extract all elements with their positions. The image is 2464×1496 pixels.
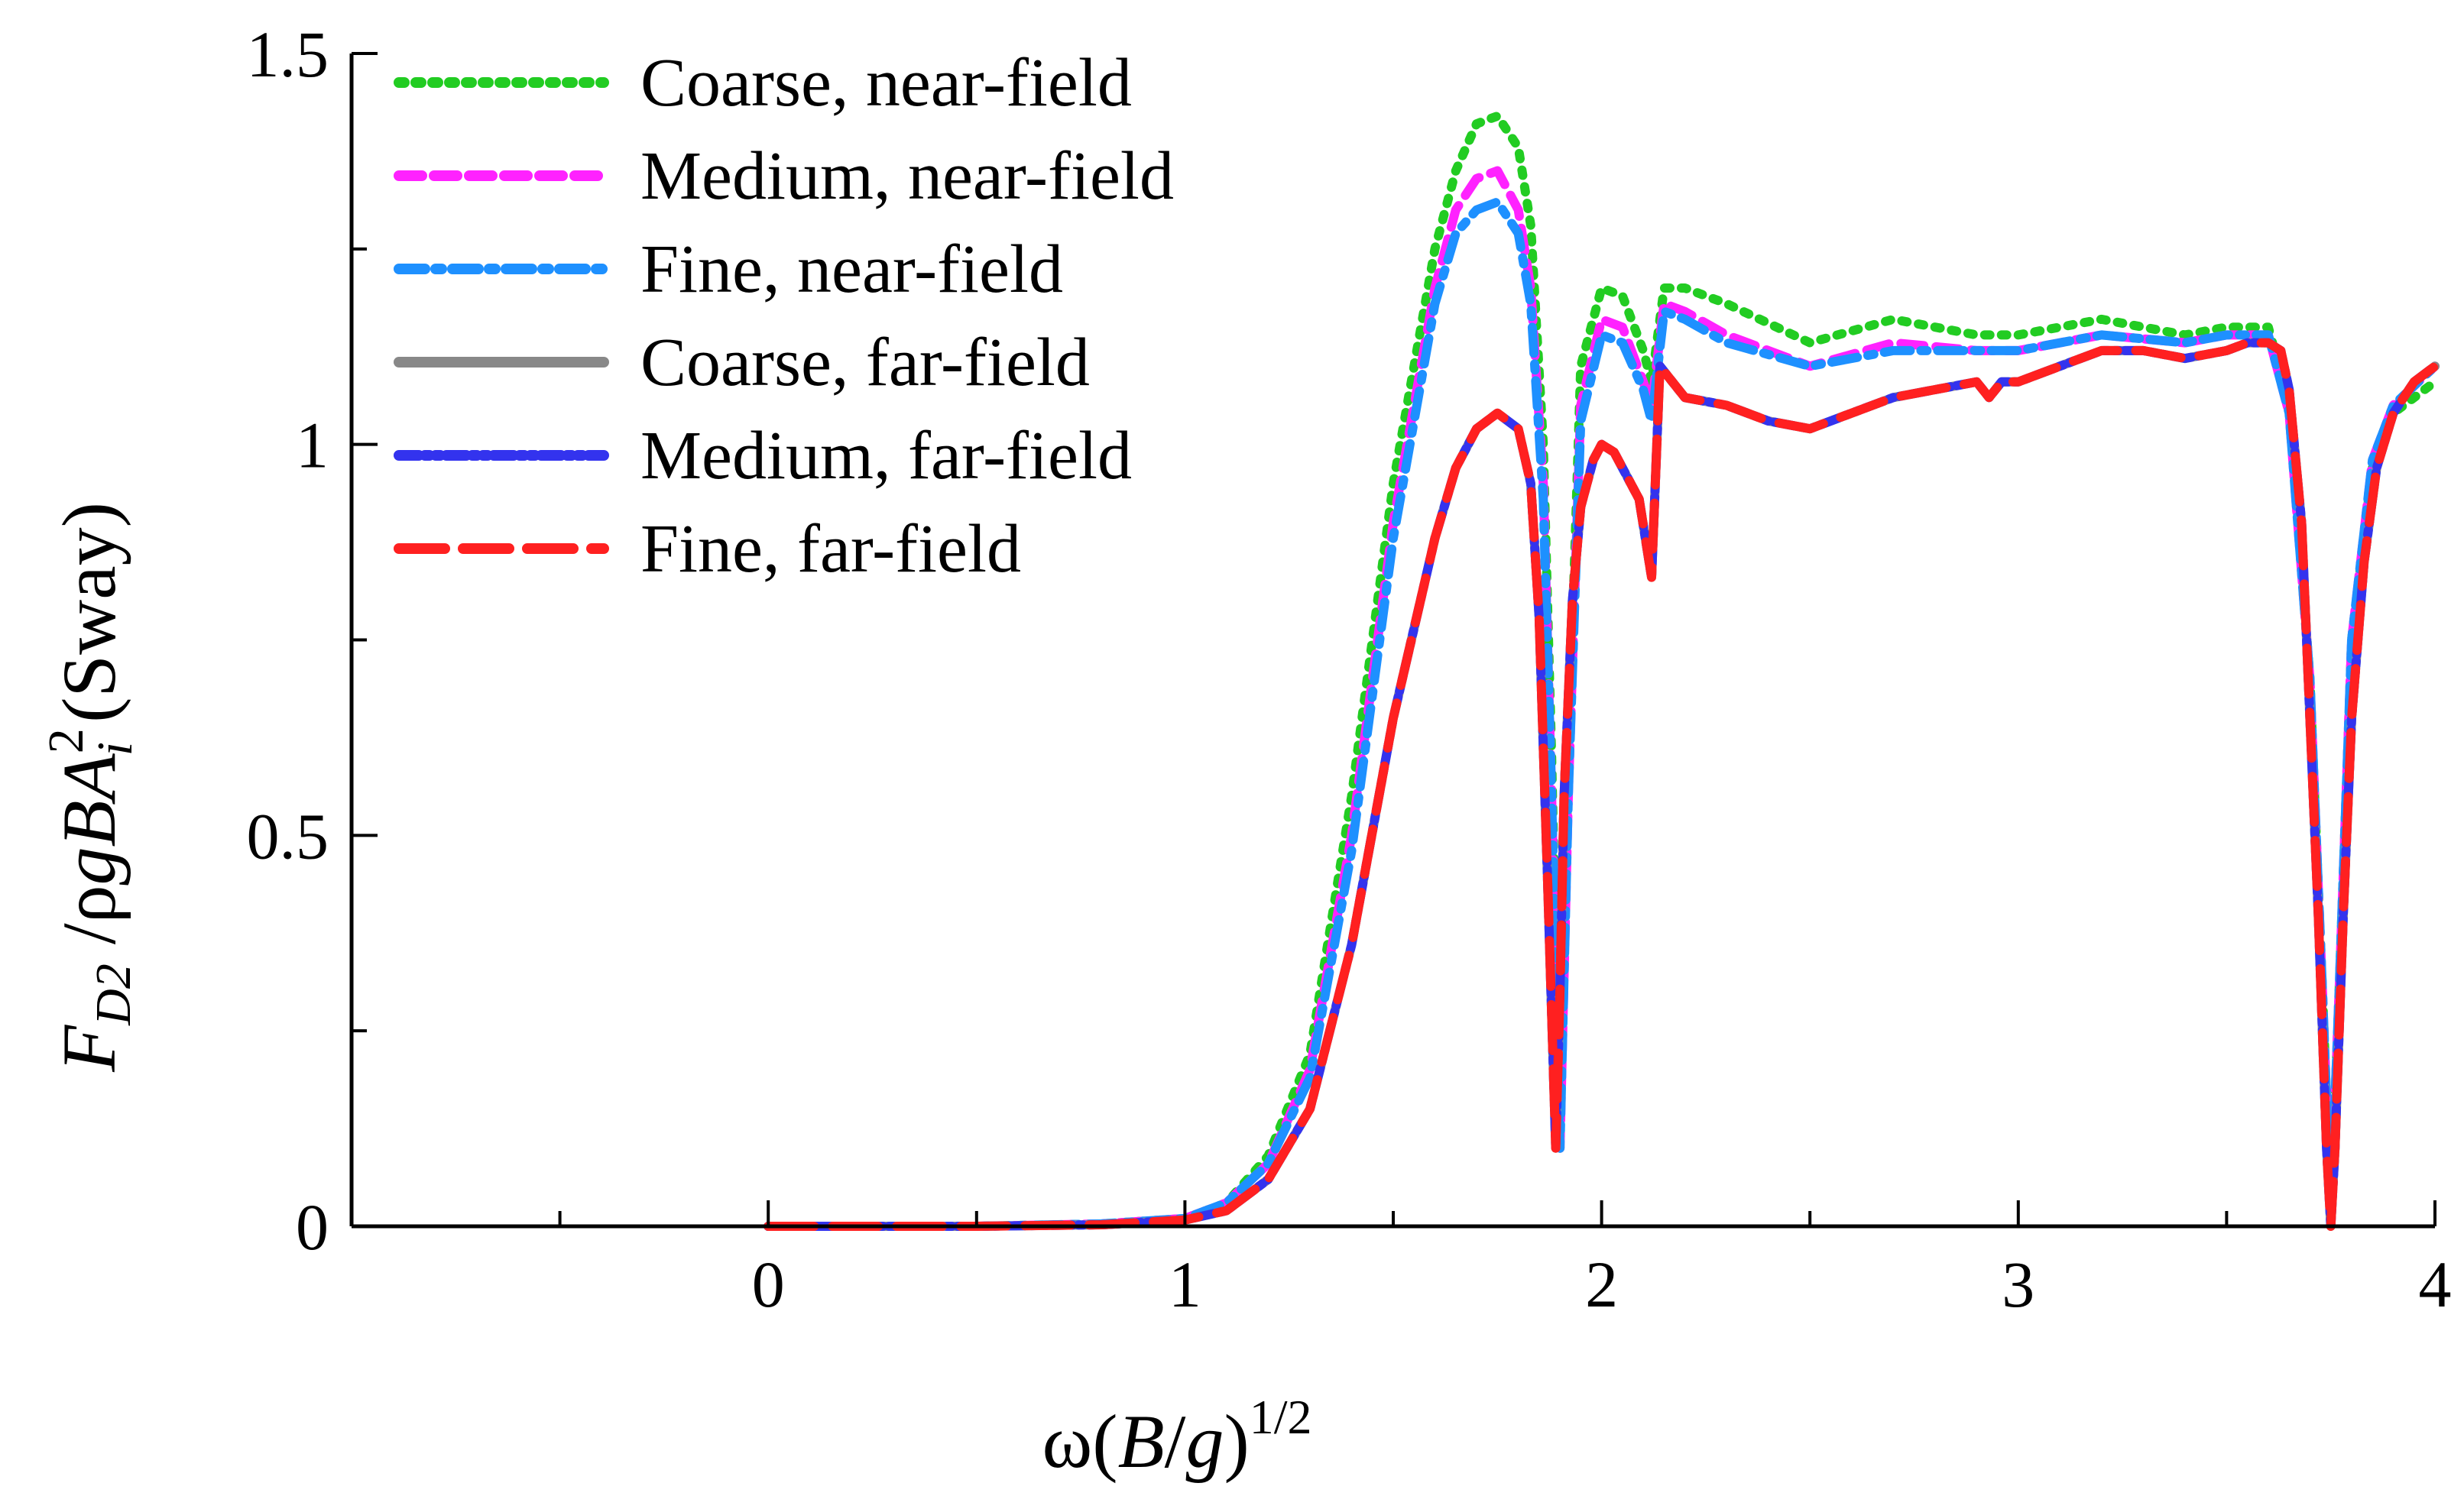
y-title-subi: i xyxy=(87,742,143,756)
y-title-rest: /ρ xyxy=(47,885,131,963)
legend-label: Coarse, far-field xyxy=(640,325,1090,400)
y-title-b: B xyxy=(47,800,131,847)
legend-item: Coarse, near-field xyxy=(394,45,1132,121)
y-title-f: F xyxy=(47,1025,131,1073)
x-title-b: B xyxy=(1118,1399,1165,1484)
series-line-3 xyxy=(764,197,2440,1231)
y-axis-title: FD2 /ρgBA2i (Sway) xyxy=(38,502,143,1073)
axes: 0 1 2 3 4 0 0.5 1 1.5 xyxy=(247,18,2452,1321)
x-axis-title: ω(B/g)1/2 xyxy=(1042,1390,1311,1484)
legend-label: Fine, far-field xyxy=(640,511,1021,587)
x-tick-label: 2 xyxy=(1585,1248,1618,1321)
legend-item: Medium, far-field xyxy=(394,418,1132,494)
y-tick-label: 0.5 xyxy=(247,799,329,873)
x-title-close: ) xyxy=(1224,1399,1249,1484)
x-tick-label: 3 xyxy=(2002,1248,2034,1321)
y-title-sup: 2 xyxy=(38,728,94,753)
y-title-sway: (Sway) xyxy=(47,502,131,742)
legend-item: Fine, far-field xyxy=(394,511,1021,587)
y-tick-label: 1.5 xyxy=(247,18,329,91)
y-tick-label: 0 xyxy=(296,1190,329,1264)
legend-label: Medium, near-field xyxy=(640,138,1174,214)
x-tick-label: 4 xyxy=(2419,1248,2452,1321)
legend-label: Coarse, near-field xyxy=(640,45,1132,121)
legend-item: Medium, near-field xyxy=(394,138,1174,214)
x-title-exp: 1/2 xyxy=(1250,1390,1312,1444)
x-title-slash: / xyxy=(1165,1399,1186,1484)
x-title-g: g xyxy=(1185,1399,1224,1484)
y-title-a: A xyxy=(47,753,131,805)
x-tick-label: 1 xyxy=(1169,1248,1201,1321)
legend-item: Coarse, far-field xyxy=(394,325,1090,400)
legend: Coarse, near-field Medium, near-field Fine… xyxy=(394,45,1174,587)
y-title-g: g xyxy=(47,847,131,885)
legend-item: Fine, near-field xyxy=(394,232,1063,307)
legend-label: Medium, far-field xyxy=(640,418,1132,494)
plot-area xyxy=(764,111,2440,1231)
y-title-sub: D2 xyxy=(86,963,141,1026)
legend-label: Fine, near-field xyxy=(640,232,1063,307)
series-line-6 xyxy=(764,338,2440,1231)
x-title-omega: ω( xyxy=(1042,1399,1117,1484)
x-tick-label: 0 xyxy=(752,1248,785,1321)
y-tick-label: 1 xyxy=(296,409,329,482)
